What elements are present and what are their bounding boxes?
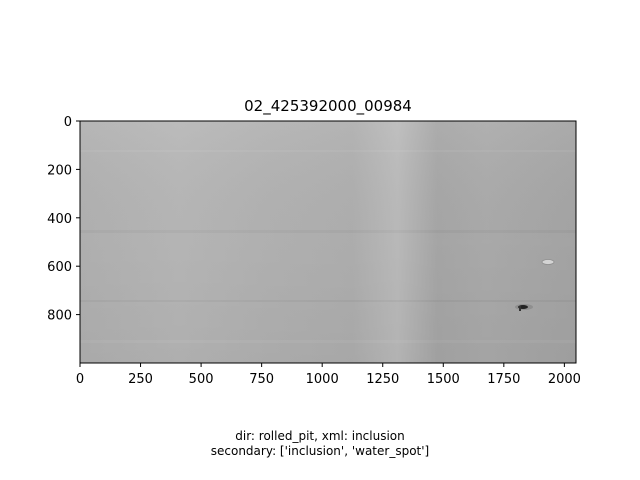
surface-image: [80, 121, 576, 363]
y-tick-label: 600: [47, 260, 72, 275]
caption-line-2: secondary: ['inclusion', 'water_spot']: [210, 444, 430, 458]
x-tick-label: 1500: [427, 372, 460, 387]
defect-water-spot: [541, 259, 555, 265]
image-border: [79, 120, 577, 364]
defect-inclusion: [515, 304, 533, 311]
image-caption: dir: rolled_pit, xml: inclusion secondar…: [0, 429, 640, 459]
y-tick-label: 400: [47, 212, 72, 227]
x-tick-label: 2000: [548, 372, 581, 387]
x-tick-label: 500: [189, 372, 214, 387]
x-tick-label: 250: [128, 372, 153, 387]
x-tick-label: 1750: [487, 372, 520, 387]
y-tick-label: 200: [47, 163, 72, 178]
image-title: 02_425392000_00984: [244, 97, 412, 115]
y-tick-label: 0: [64, 115, 72, 130]
x-tick-label: 1250: [366, 372, 399, 387]
y-tick-label: 800: [47, 309, 72, 324]
y-axis: 0 200 400 600 800: [47, 115, 80, 324]
x-tick-label: 750: [249, 372, 274, 387]
x-tick-label: 1000: [306, 372, 339, 387]
x-axis: 0 250 500 750 1000 1250 1500 1750 2000: [76, 363, 581, 387]
caption-line-1: dir: rolled_pit, xml: inclusion: [235, 429, 405, 443]
x-tick-label: 0: [76, 372, 84, 387]
